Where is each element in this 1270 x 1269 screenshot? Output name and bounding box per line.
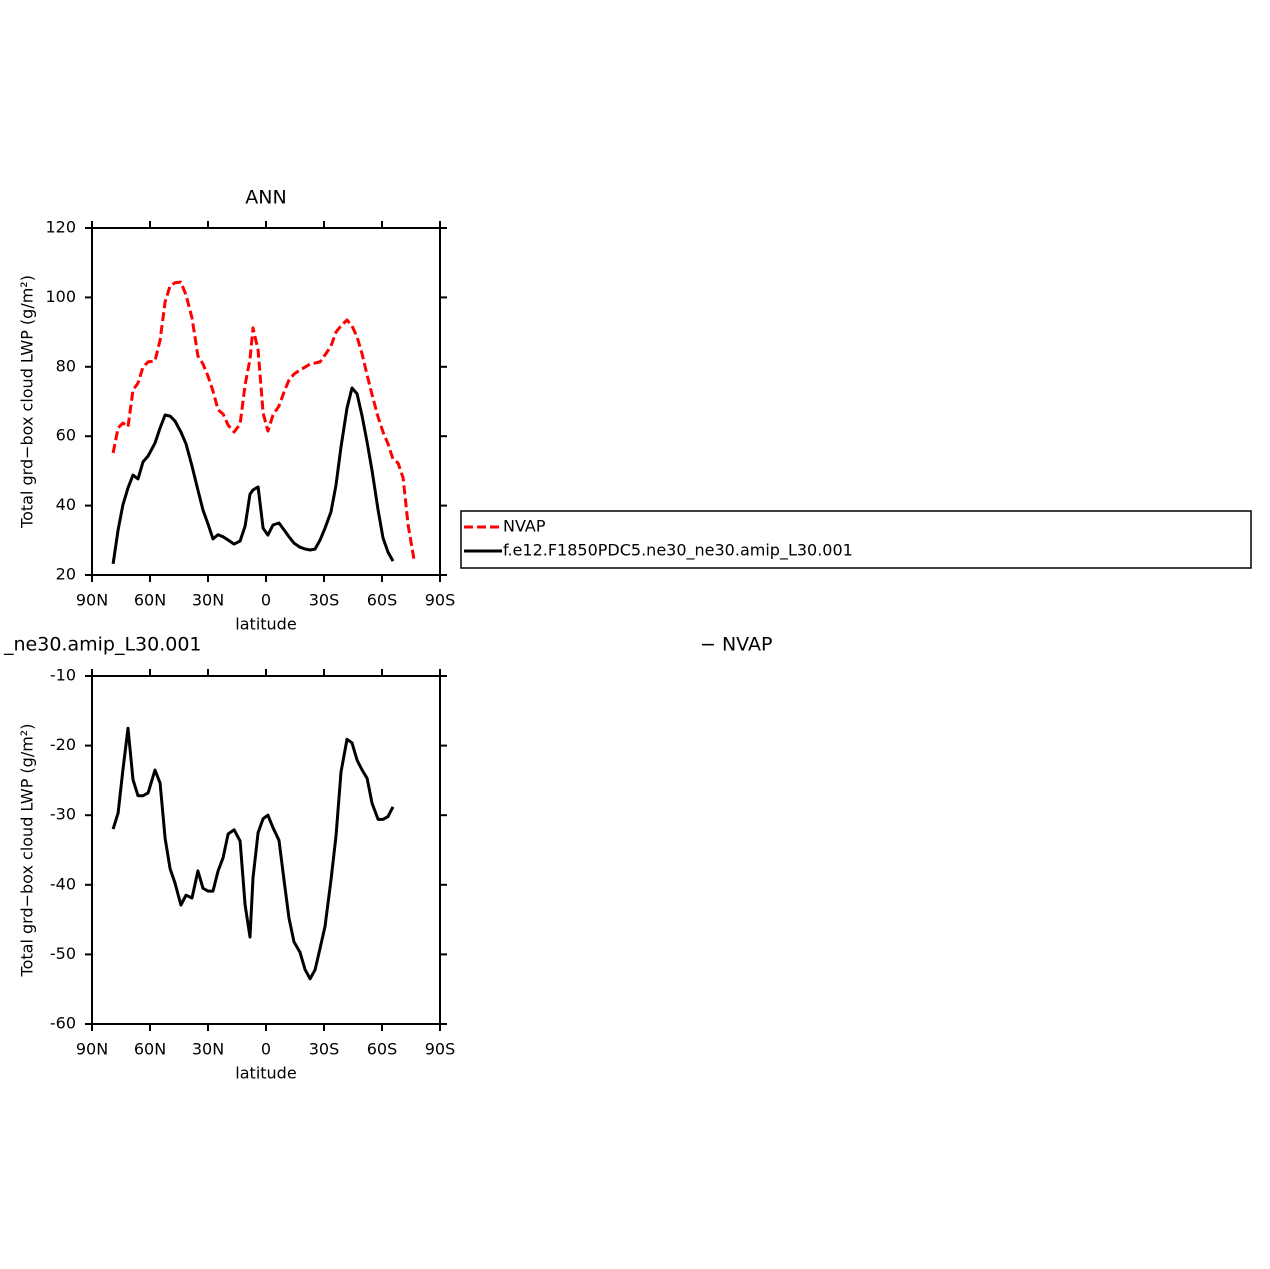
x-tick-label: 90N [76, 1040, 108, 1059]
y-axis-label: Total grd−box cloud LWP (g/m²) [18, 275, 37, 529]
y-tick-label: 40 [56, 495, 76, 514]
data-line [111, 386, 395, 565]
data-line [111, 280, 416, 561]
x-tick-label: 60S [367, 1040, 398, 1059]
y-tick-label: 60 [56, 426, 76, 445]
x-tick-label: 90S [425, 1040, 456, 1059]
x-tick-label: 90S [425, 591, 456, 610]
x-tick-label: 30N [192, 1040, 224, 1059]
x-tick-label: 0 [261, 591, 271, 610]
plot-frame [91, 675, 441, 1025]
chart-title: ANN [245, 187, 286, 209]
x-axis-label: latitude [235, 615, 296, 634]
y-tick-label: 20 [56, 565, 76, 584]
y-tick-label: -20 [50, 735, 76, 754]
y-tick-label: 100 [45, 287, 76, 306]
y-tick-label: -10 [50, 666, 76, 685]
plot-frame [91, 227, 441, 576]
x-tick-label: 0 [261, 1040, 271, 1059]
x-tick-label: 30N [192, 591, 224, 610]
x-tick-label: 90N [76, 591, 108, 610]
y-tick-label: -40 [50, 874, 76, 893]
x-tick-label: 60N [134, 1040, 166, 1059]
x-tick-label: 60N [134, 591, 166, 610]
y-tick-label: -50 [50, 944, 76, 963]
y-axis-label: Total grd−box cloud LWP (g/m²) [18, 724, 37, 978]
annotation: − NVAP [700, 634, 772, 656]
x-tick-label: 30S [309, 1040, 340, 1059]
y-tick-label: -30 [50, 805, 76, 824]
data-line [111, 726, 395, 981]
x-axis-label: latitude [235, 1064, 296, 1083]
legend-label: NVAP [503, 517, 546, 536]
annotation: _ne30.amip_L30.001 [3, 634, 202, 656]
x-tick-label: 60S [367, 591, 398, 610]
x-tick-label: 30S [309, 591, 340, 610]
y-tick-label: -60 [50, 1014, 76, 1033]
legend-label: f.e12.F1850PDC5.ne30_ne30.amip_L30.001 [503, 541, 853, 561]
y-tick-label: 80 [56, 356, 76, 375]
legend-box [460, 510, 1252, 569]
y-tick-label: 120 [45, 218, 76, 237]
